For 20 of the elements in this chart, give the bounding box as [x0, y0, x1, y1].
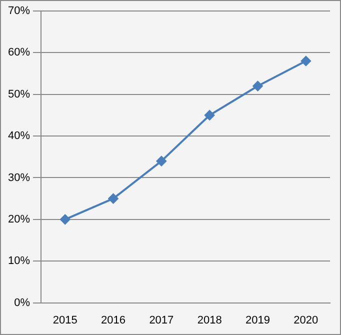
point	[60, 214, 70, 224]
point	[252, 81, 263, 92]
point	[108, 194, 118, 204]
point	[300, 56, 311, 66]
x-tick-label: 2016	[101, 314, 126, 326]
x-tick-label: 2015	[52, 314, 78, 326]
y-tick-label: 70%	[8, 5, 30, 18]
x-tick-label: 2020	[294, 314, 318, 326]
y-tick-label: 0%	[14, 296, 30, 309]
y-tick-label: 30%	[8, 172, 30, 184]
y-tick-label: 20%	[8, 213, 30, 226]
point	[204, 110, 215, 120]
point	[156, 156, 166, 166]
y-tick-label: 60%	[8, 46, 30, 59]
y-tick-label: 40%	[8, 130, 30, 142]
x-tick-label: 2019	[246, 314, 270, 326]
x-tick-label: 2017	[149, 314, 174, 326]
y-tick-label: 50%	[8, 88, 30, 100]
y-tick-label: 10%	[8, 255, 30, 268]
x-tick-label: 2018	[197, 314, 222, 326]
